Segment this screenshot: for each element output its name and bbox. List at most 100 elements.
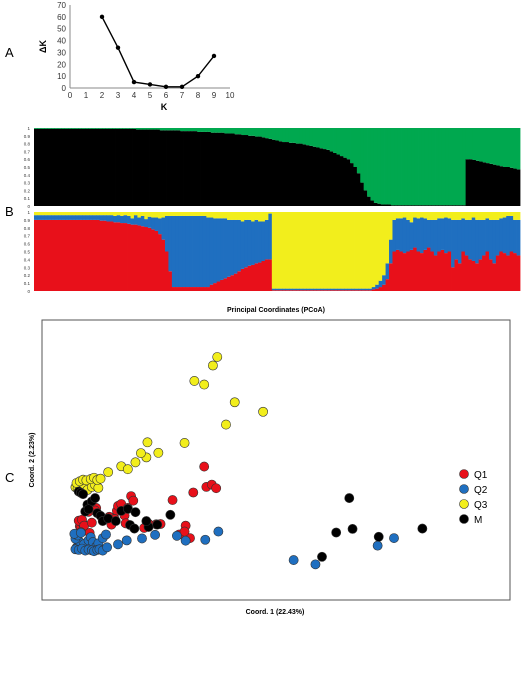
structure-k2-bar-remainder (377, 128, 382, 204)
structure-k3-bar-Q1 (102, 220, 107, 291)
structure-k2-bar-K1 (465, 159, 470, 206)
structure-k2-bar-remainder (207, 128, 212, 132)
structure-k3-bar-Q2 (368, 288, 373, 291)
structure-k3-bar-Q1 (68, 219, 73, 291)
structure-k3-bar-Q3 (116, 212, 121, 216)
structure-k3-bar-Q2 (213, 218, 218, 284)
structure-k3-bar-Q1 (92, 219, 97, 291)
structure-k2-bar-K1 (61, 128, 65, 206)
structure-k3-bar-Q3 (247, 212, 252, 220)
structure-k3-bar-Q3 (54, 212, 59, 216)
structure-k2-bar-K1 (387, 204, 392, 206)
pcoa-point-M (344, 493, 355, 503)
structure-k3-bar-Q2 (227, 219, 231, 277)
structure-k3-bar-Q3 (292, 212, 297, 289)
structure-k3-bar-Q1 (89, 219, 93, 291)
structure-k2-bar-K1 (139, 129, 144, 206)
structure-k3-bar-Q2 (182, 215, 187, 288)
structure-k2-bar-remainder (244, 128, 249, 136)
pcoa-point-Q3 (212, 352, 223, 362)
structure-k2-bar-remainder (271, 128, 276, 140)
x-tick-label: 5 (148, 91, 153, 100)
structure-k2-bar-K1 (122, 128, 127, 206)
structure-k3-bar-Q2 (516, 219, 521, 256)
structure-k3-bar-Q2 (320, 288, 324, 291)
structure-k2-bar-K1 (254, 136, 259, 206)
structure-k2-bar-remainder (64, 128, 69, 129)
structure-k2-bar-remainder (217, 128, 222, 133)
structure-k2-bar-K1 (496, 165, 501, 206)
structure-k3-bar-Q3 (420, 212, 424, 218)
structure-k3-bar-Q3 (430, 212, 435, 220)
structure-k3-bar-Q2 (399, 218, 404, 252)
structure-k3-bar-Q2 (61, 215, 66, 220)
delta-k-point (195, 73, 201, 79)
x-tick-label: 4 (132, 91, 137, 100)
structure-k2-bar-remainder (421, 128, 426, 206)
structure-k3-bar-Q3 (495, 212, 500, 220)
structure-k3-bar-Q2 (275, 288, 280, 291)
pcoa-point-M (129, 523, 140, 534)
structure-k2-bar-remainder (401, 128, 405, 206)
structure-k3-bar-Q2 (96, 215, 100, 220)
structure-k2-bar-K1 (401, 205, 405, 206)
structure-k3-bar-Q3 (444, 212, 449, 218)
structure-k3-bar-Q1 (144, 227, 149, 291)
structure-k3-bar-Q3 (161, 212, 166, 218)
structure-k2-bar-K1 (346, 159, 351, 206)
structure-k3-bar-Q1 (285, 290, 290, 291)
structure-k2-bar-remainder (343, 128, 348, 158)
structure-k3-bar-Q3 (102, 212, 107, 216)
structure-k2-bar-K1 (475, 160, 480, 206)
structure-k2-bar-remainder (305, 128, 310, 146)
structure-k2-bar-K1 (108, 128, 113, 206)
structure-k3-bar-Q3 (271, 212, 276, 289)
pcoa-point-Q3 (221, 419, 231, 430)
structure-k2-bar-K1 (288, 142, 293, 206)
structure-k2-bar-remainder (81, 128, 86, 129)
structure-k3-bar-Q3 (237, 212, 242, 220)
structure-k2-bar-remainder (339, 128, 344, 157)
structure-k3-bar-Q3 (285, 212, 290, 289)
structure-k3-bar-Q2 (423, 218, 428, 250)
structure-k2-bar-K1 (57, 128, 62, 206)
structure-k2-bar-K1 (173, 130, 178, 206)
structure-k3-bar-Q1 (233, 273, 238, 291)
structure-k2-bar-K1 (166, 130, 171, 206)
structure-k2-bar-K1 (118, 128, 123, 206)
structure-k2-bar-K1 (441, 205, 446, 206)
structure-k2-bar-K1 (125, 128, 130, 206)
structure-k2-bar-K1 (115, 128, 120, 206)
structure-k2-bar-K1 (214, 132, 218, 206)
structure-k3-bar-Q3 (437, 212, 442, 219)
structure-k2-bar-K1 (88, 128, 93, 206)
pcoa-point-Q3 (153, 447, 164, 458)
structure-k2-y-tick-label: 0 (27, 204, 30, 209)
structure-k3-bar-Q2 (120, 215, 125, 224)
y-axis-label: ΔK (38, 40, 48, 53)
structure-k3-bar-Q3 (109, 212, 114, 216)
structure-k2-bar-remainder (292, 128, 297, 143)
structure-k3-bar-Q3 (461, 212, 466, 219)
structure-k2-bar-K1 (305, 145, 310, 206)
structure-k3-bar-Q2 (426, 219, 431, 248)
delta-k-point (147, 82, 153, 87)
structure-k2-bar-K1 (411, 205, 416, 206)
structure-k2-bar-remainder (173, 128, 178, 131)
structure-k3-bar-Q1 (313, 290, 318, 291)
structure-k3-bar-Q1 (123, 223, 128, 291)
pcoa-point-Q1 (188, 487, 199, 498)
structure-k2-bar-K1 (428, 205, 433, 206)
structure-k2-bar-remainder (95, 128, 99, 129)
structure-k2-bar-K1 (91, 128, 96, 206)
structure-k2-bar-K1 (499, 166, 504, 206)
structure-k3-y-tick-label: 0.2 (24, 273, 31, 278)
structure-k3-bar-Q2 (309, 288, 314, 291)
structure-k3-bar-Q1 (82, 219, 87, 291)
structure-k3-bar-Q2 (116, 215, 121, 223)
structure-k2-bar-K1 (241, 135, 246, 206)
structure-k3-bar-Q1 (182, 287, 187, 291)
structure-k2-bar-remainder (455, 128, 460, 206)
structure-k2-y-tick-label: 0.7 (24, 149, 31, 154)
